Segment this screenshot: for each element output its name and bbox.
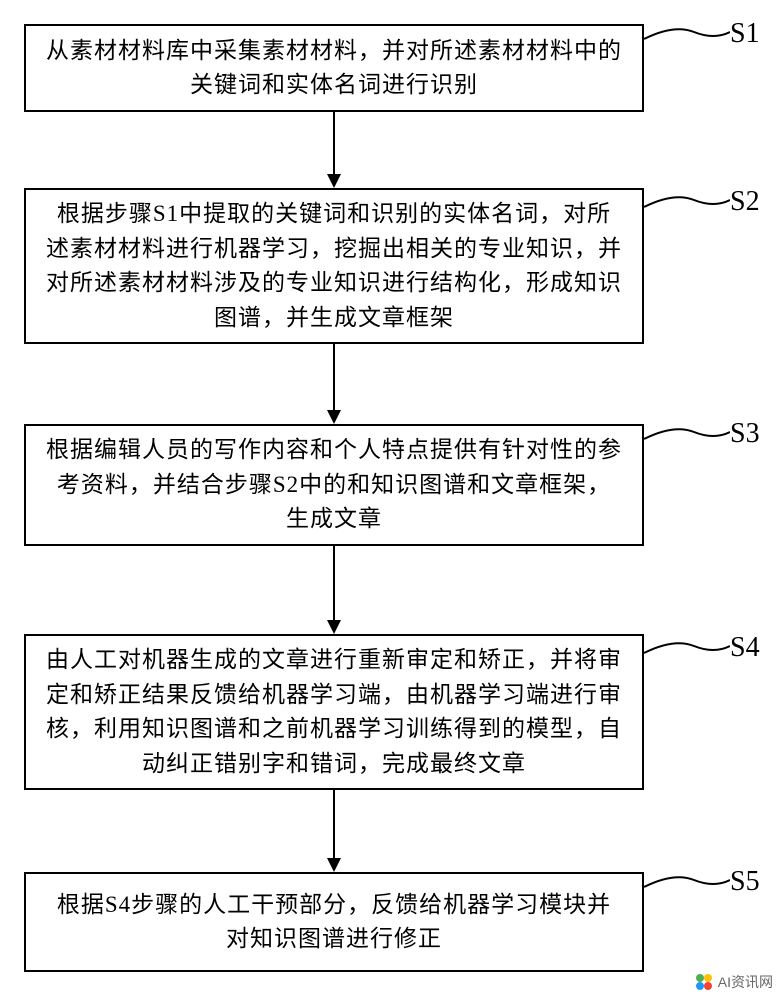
step-text-s4: 由人工对机器生成的文章进行重新审定和矫正，并将审定和矫正结果反馈给机器学习端，由… [46,643,622,781]
label-connector-s4 [644,638,730,668]
step-text-s1: 从素材材料库中采集素材材料，并对所述素材材料中的关键词和实体名词进行识别 [46,34,622,103]
watermark-text: AI资讯网 [718,972,773,992]
step-box-s5: 根据S4步骤的人工干预部分，反馈给机器学习模块并对知识图谱进行修正 [24,872,644,972]
watermark-icon [694,972,714,992]
label-connector-s1 [644,24,730,54]
arrow-head-3 [327,620,341,634]
arrow-line-3 [333,546,335,620]
step-box-s4: 由人工对机器生成的文章进行重新审定和矫正，并将审定和矫正结果反馈给机器学习端，由… [24,634,644,790]
arrow-line-2 [333,344,335,410]
flowchart-container: 从素材材料库中采集素材材料，并对所述素材材料中的关键词和实体名词进行识别 S1 … [0,0,781,1000]
watermark: AI资讯网 [694,972,773,992]
step-label-s5: S5 [730,866,760,898]
label-connector-s5 [644,872,730,902]
label-connector-s3 [644,424,730,454]
step-label-s1: S1 [730,18,760,50]
step-text-s3: 根据编辑人员的写作内容和个人特点提供有针对性的参考资料，并结合步骤S2中的和知识… [46,433,622,537]
step-box-s2: 根据步骤S1中提取的关键词和识别的实体名词，对所述素材材料进行机器学习，挖掘出相… [24,188,644,344]
arrow-line-4 [333,790,335,858]
step-label-s2: S2 [730,186,760,218]
label-connector-s2 [644,192,730,222]
arrow-head-4 [327,858,341,872]
arrow-head-2 [327,410,341,424]
step-label-s3: S3 [730,418,760,450]
arrow-head-1 [327,174,341,188]
step-box-s1: 从素材材料库中采集素材材料，并对所述素材材料中的关键词和实体名词进行识别 [24,24,644,112]
arrow-line-1 [333,112,335,174]
step-label-s4: S4 [730,632,760,664]
step-box-s3: 根据编辑人员的写作内容和个人特点提供有针对性的参考资料，并结合步骤S2中的和知识… [24,424,644,546]
step-text-s2: 根据步骤S1中提取的关键词和识别的实体名词，对所述素材材料进行机器学习，挖掘出相… [46,197,622,335]
step-text-s5: 根据S4步骤的人工干预部分，反馈给机器学习模块并对知识图谱进行修正 [46,888,622,957]
